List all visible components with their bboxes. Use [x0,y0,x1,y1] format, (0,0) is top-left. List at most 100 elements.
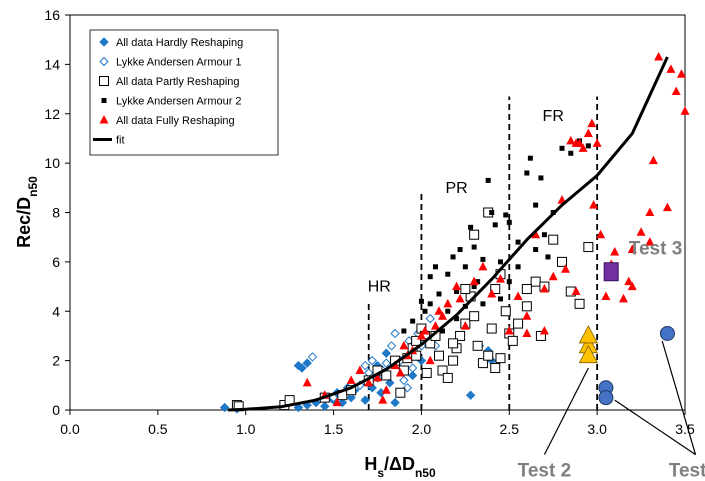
point-all-data-fully-reshaping [654,51,664,61]
point-all-data-fully-reshaping [624,276,634,286]
point-all-data-partly-reshaping [548,234,559,245]
point-lykke-andersen-armour-2 [440,328,446,334]
point-lykke-andersen-armour-1 [407,363,418,373]
point-all-data-fully-reshaping [539,326,549,335]
point-lykke-andersen-armour-2 [410,318,416,324]
point-all-data-fully-reshaping [583,128,593,137]
point-all-data-hardly-reshaping [346,392,356,403]
point-all-data-fully-reshaping [539,284,549,293]
point-lykke-andersen-armour-2 [585,143,591,149]
region-label: HR [368,279,391,296]
fit-curve [228,56,669,412]
point-lykke-andersen-armour-2 [503,212,509,218]
point-all-data-partly-reshaping [421,367,432,378]
point-all-data-fully-reshaping [522,311,532,320]
legend-label-all-data-fully-reshaping: All data Fully Reshaping [116,115,235,127]
x-tick-label: 3.5 [675,421,695,437]
point-lykke-andersen-armour-2 [533,202,539,208]
point-all-data-fully-reshaping [589,200,599,209]
y-tick-label: 16 [44,7,60,23]
point-lykke-andersen-armour-2 [475,279,481,285]
point-all-data-hardly-reshaping [297,363,307,373]
point-all-data-fully-reshaping [496,274,505,283]
point-all-data-partly-reshaping [469,229,480,240]
point-all-data-hardly-reshaping [219,402,230,413]
point-all-data-fully-reshaping [513,291,523,300]
point-lykke-andersen-armour-2 [422,308,428,314]
y-tick-label: 6 [52,254,60,270]
point-all-data-partly-reshaping [521,284,532,295]
arrow-test-1 [614,399,696,456]
legend-label-lykke-andersen-armour-2: Lykke Andersen Armour 2 [116,96,242,108]
point-all-data-fully-reshaping [478,261,488,271]
point-all-data-partly-reshaping [530,276,541,287]
region-label: PR [445,180,467,197]
y-tick-label: 4 [52,303,60,319]
point-all-data-fully-reshaping [373,372,382,382]
point-all-data-fully-reshaping [592,138,602,147]
point-lykke-andersen-armour-2 [445,271,451,277]
point-all-data-partly-reshaping [500,306,511,317]
point-all-data-fully-reshaping [561,264,571,273]
point-all-data-fully-reshaping [648,155,658,165]
point-lykke-andersen-armour-2 [471,284,477,290]
point-all-data-fully-reshaping [452,281,462,291]
point-all-data-partly-reshaping [469,311,480,322]
point-all-data-partly-reshaping [557,256,567,267]
y-axis-label: Rec/Dn50 [14,176,40,248]
region-labels: HR PR FR [368,108,564,295]
point-all-data-partly-reshaping [486,323,497,334]
point-all-data-fully-reshaping [332,397,342,407]
point-all-data-fully-reshaping [416,330,426,340]
point-all-data-partly-reshaping [437,365,448,376]
x-tick-label: 3.0 [587,421,607,437]
point-all-data-fully-reshaping [645,207,655,216]
point-all-data-fully-reshaping [645,237,655,246]
y-tick-label: 10 [44,155,60,171]
y-tick-label: 0 [52,402,60,418]
region-boundaries [367,96,599,410]
label-test-3: Test 3 [629,238,683,259]
point-all-data-fully-reshaping [395,367,405,377]
point-all-data-partly-reshaping [477,358,488,369]
legend-box [89,29,279,156]
point-lykke-andersen-armour-2 [498,259,503,265]
point-lykke-andersen-armour-2 [418,298,424,304]
point-all-data-fully-reshaping [425,355,435,365]
point-lykke-andersen-armour-1 [390,328,400,339]
label-test-1: Test 1 [669,461,705,481]
point-all-data-partly-reshaping [507,335,518,346]
point-all-data-fully-reshaping [346,375,356,384]
point-all-data-fully-reshaping [636,227,646,236]
point-all-data-fully-reshaping [666,64,676,73]
legend-swatch-lykke-andersen-armour-2 [101,98,107,103]
legend-swatch-all-data-fully-reshaping [99,115,109,124]
point-all-data-fully-reshaping [566,135,576,145]
point-lykke-andersen-armour-2 [545,254,551,260]
point-lykke-andersen-armour-2 [485,177,491,183]
y-tick-label: 14 [44,56,60,72]
point-lykke-andersen-armour-1 [399,375,409,386]
legend: All data Hardly Reshaping Lykke Andersen … [89,29,279,156]
point-all-data-fully-reshaping [430,321,440,330]
point-lykke-andersen-armour-1 [425,313,435,324]
point-all-data-hardly-reshaping [407,370,418,381]
point-all-data-partly-reshaping [472,340,483,351]
point-lykke-andersen-armour-2 [432,264,438,270]
axis-ticks: 0.0 0.5 1.0 1.5 2.0 2.5 3.0 3.5 0 2 4 6 8 10 12 14 16 [44,7,695,437]
point-lykke-andersen-armour-2 [480,256,486,262]
legend-swatch-all-data-partly-reshaping [99,76,109,86]
point-all-data-partly-reshaping [574,298,585,309]
point-all-data-fully-reshaping [487,288,497,298]
point-all-data-hardly-reshaping [390,397,400,408]
point-all-data-hardly-reshaping [320,401,330,412]
point-test-3 [603,262,619,282]
point-lykke-andersen-armour-2 [559,145,565,151]
point-all-data-hardly-reshaping [465,390,476,400]
point-lykke-andersen-armour-1 [402,383,413,393]
point-all-data-partly-reshaping [448,355,459,366]
point-lykke-andersen-armour-1 [360,360,370,371]
point-lykke-andersen-armour-2 [454,289,460,294]
point-lykke-andersen-armour-2 [436,291,442,297]
